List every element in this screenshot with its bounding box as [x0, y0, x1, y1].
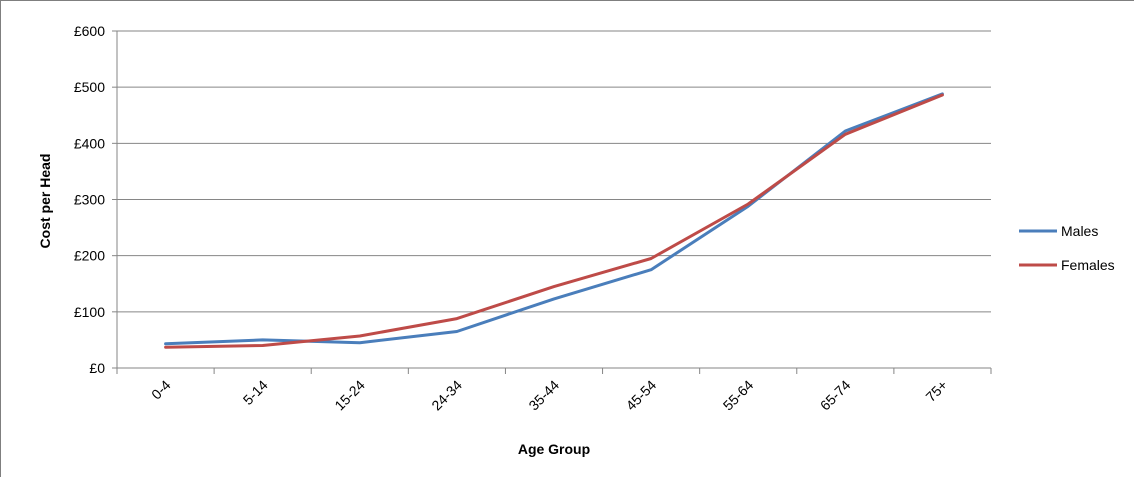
- axes: [112, 30, 992, 374]
- x-tick-label: 5-14: [240, 377, 271, 408]
- series-lines: [164, 92, 944, 349]
- gridlines: [117, 30, 991, 313]
- y-axis-title: Cost per Head: [37, 154, 53, 249]
- x-tick-label: 35-44: [525, 377, 562, 414]
- y-tick-label: £200: [74, 248, 105, 264]
- y-tick-label: £600: [74, 23, 105, 39]
- legend: Males Females: [1019, 223, 1115, 273]
- x-tick-label: 55-64: [720, 377, 757, 414]
- y-tick-label: £100: [74, 304, 105, 320]
- series-line-females: [164, 93, 944, 349]
- x-tick-label: 15-24: [331, 377, 368, 414]
- x-tick-label: 45-54: [623, 377, 660, 414]
- x-axis-title: Age Group: [518, 441, 590, 457]
- legend-label-females: Females: [1061, 257, 1115, 273]
- y-tick-labels: £0 £100 £200 £300 £400 £500 £600: [74, 23, 105, 376]
- legend-label-males: Males: [1061, 223, 1098, 239]
- series-line-males: [164, 92, 944, 346]
- y-tick-label: £0: [89, 360, 105, 376]
- y-tick-label: £400: [74, 135, 105, 151]
- y-tick-label: £300: [74, 192, 105, 208]
- x-tick-label: 24-34: [428, 377, 465, 414]
- y-tick-label: £500: [74, 79, 105, 95]
- x-tick-labels: 0-4 5-14 15-24 24-34 35-44 45-54 55-64 65-74 75+: [148, 377, 951, 414]
- x-tick-label: 0-4: [148, 377, 174, 403]
- x-tick-label: 65-74: [817, 377, 854, 414]
- x-tick-label: 75+: [922, 377, 950, 405]
